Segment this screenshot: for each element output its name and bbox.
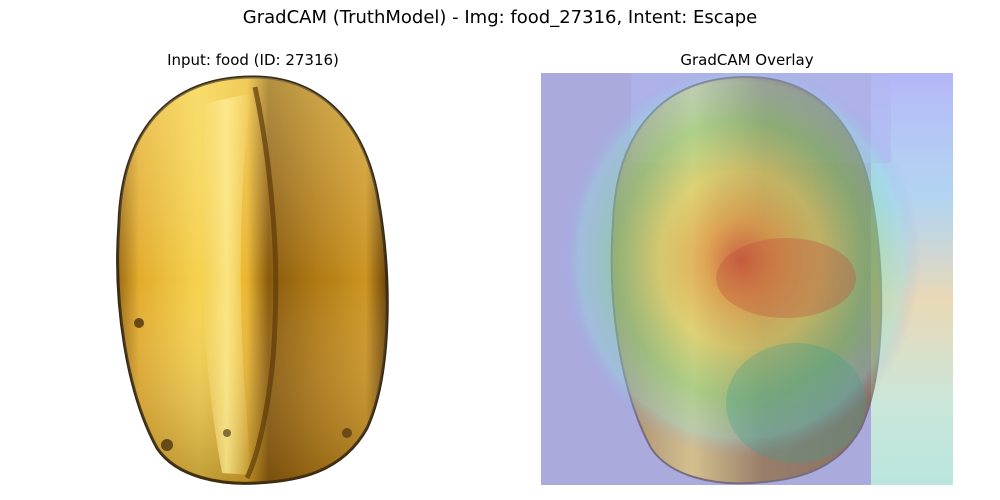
gradcam-overlay-panel xyxy=(541,73,953,485)
input-image-title: Input: food (ID: 27316) xyxy=(167,51,339,69)
input-image-panel xyxy=(47,73,459,485)
gradcam-heatmap-image xyxy=(541,73,953,485)
figure-title: GradCAM (TruthModel) - Img: food_27316, … xyxy=(242,7,758,28)
gradcam-overlay-title: GradCAM Overlay xyxy=(680,51,814,69)
input-food-image xyxy=(47,73,459,485)
